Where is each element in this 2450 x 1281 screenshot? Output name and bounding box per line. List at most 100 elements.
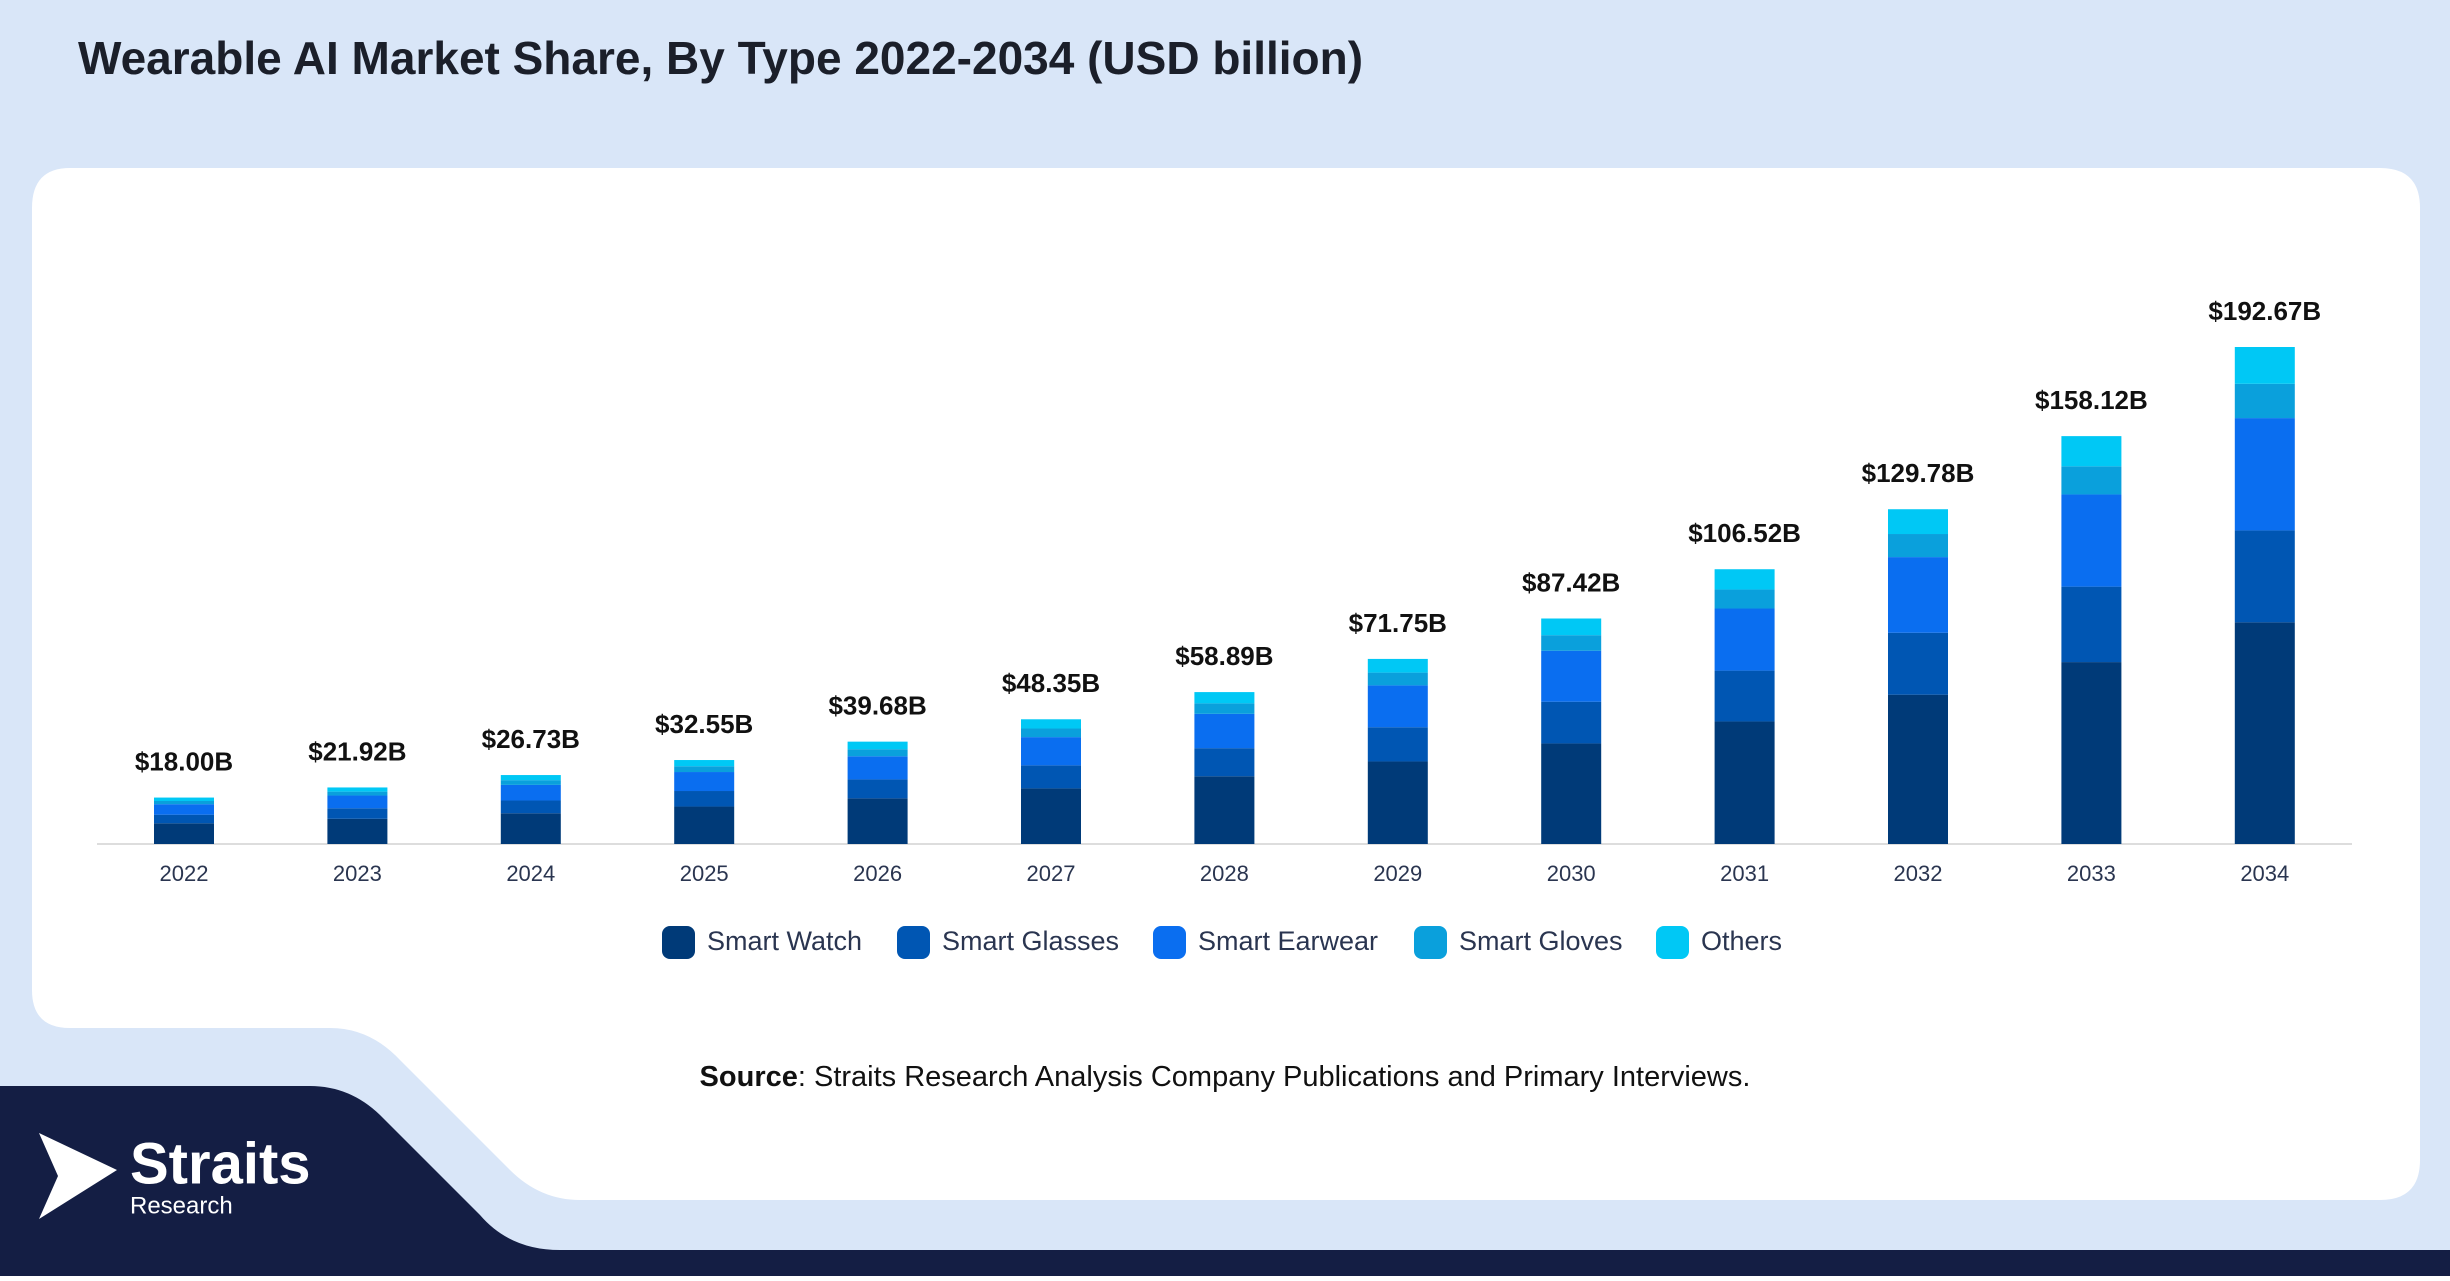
x-tick-label: 2027 bbox=[1027, 861, 1076, 886]
logo-name: Straits bbox=[130, 1131, 311, 1196]
bar-segment bbox=[1541, 618, 1602, 636]
bar-segment bbox=[674, 806, 735, 844]
bar-segment bbox=[2234, 530, 2295, 623]
bar-segment bbox=[327, 795, 388, 809]
bar-segment bbox=[2061, 586, 2122, 663]
bar-segment bbox=[1541, 635, 1602, 651]
bar-segment bbox=[847, 779, 908, 799]
bar-segment bbox=[154, 804, 214, 815]
bar-segment bbox=[674, 766, 735, 773]
bar-segment bbox=[2061, 466, 2122, 495]
bar-segment bbox=[1714, 589, 1775, 609]
bar-segment bbox=[1194, 703, 1255, 714]
logo-icon bbox=[39, 1133, 117, 1219]
x-tick-label: 2025 bbox=[680, 861, 729, 886]
bar-segment bbox=[1021, 788, 1081, 844]
bar-segment bbox=[1367, 672, 1428, 686]
x-tick-label: 2023 bbox=[333, 861, 382, 886]
x-tick-label: 2029 bbox=[1373, 861, 1422, 886]
bar-segment bbox=[1021, 728, 1081, 738]
bar-segment bbox=[674, 772, 735, 792]
bar-segment bbox=[154, 814, 214, 824]
bar-segment bbox=[154, 823, 214, 844]
bar-segment bbox=[1194, 713, 1255, 749]
bar-segment bbox=[1367, 727, 1428, 762]
total-label: $32.55B bbox=[655, 709, 753, 739]
total-label: $158.12B bbox=[2035, 385, 2148, 415]
bar-segment bbox=[327, 818, 388, 844]
bar-segment bbox=[2061, 436, 2122, 467]
legend-label: Smart Watch bbox=[707, 926, 862, 956]
bar-segment bbox=[2234, 383, 2295, 419]
bar-segment bbox=[847, 756, 908, 780]
legend-swatch bbox=[662, 926, 695, 959]
bar-segment bbox=[154, 800, 214, 805]
bar-segment bbox=[1021, 737, 1081, 766]
x-tick-label: 2024 bbox=[506, 861, 555, 886]
bar-segment bbox=[1888, 557, 1948, 633]
total-label: $21.92B bbox=[308, 736, 406, 766]
bar-segment bbox=[1714, 608, 1775, 671]
card bbox=[32, 168, 2420, 1200]
bar-segment bbox=[1714, 569, 1775, 590]
total-label: $48.35B bbox=[1002, 668, 1100, 698]
bar-segment bbox=[1714, 721, 1775, 844]
source-text: : Straits Research Analysis Company Publ… bbox=[798, 1061, 1751, 1093]
source: Source: Straits Research Analysis Compan… bbox=[700, 1061, 1751, 1093]
bar-segment bbox=[674, 791, 735, 807]
x-tick-label: 2034 bbox=[2240, 861, 2289, 886]
x-tick-label: 2030 bbox=[1547, 861, 1596, 886]
x-tick-label: 2031 bbox=[1720, 861, 1769, 886]
total-label: $106.52B bbox=[1688, 518, 1801, 548]
x-tick-label: 2033 bbox=[2067, 861, 2116, 886]
total-label: $87.42B bbox=[1522, 567, 1620, 597]
x-tick-label: 2032 bbox=[1894, 861, 1943, 886]
bar-segment bbox=[327, 808, 388, 819]
legend-swatch bbox=[1414, 926, 1447, 959]
legend-swatch bbox=[1153, 926, 1186, 959]
legend-label: Smart Glasses bbox=[942, 926, 1119, 956]
total-label: $71.75B bbox=[1349, 608, 1447, 638]
bar-segment bbox=[1888, 534, 1948, 558]
bar-segment bbox=[327, 787, 388, 792]
bar-segment bbox=[1541, 650, 1602, 702]
bar-segment bbox=[500, 780, 561, 785]
legend-swatch bbox=[897, 926, 930, 959]
legend-label: Others bbox=[1701, 926, 1782, 956]
x-tick-label: 2028 bbox=[1200, 861, 1249, 886]
footer-band bbox=[0, 1086, 2450, 1276]
bar-segment bbox=[2061, 662, 2122, 844]
total-label: $58.89B bbox=[1175, 641, 1273, 671]
bar-segment bbox=[500, 784, 561, 801]
bar-segment bbox=[1367, 761, 1428, 844]
bar-segment bbox=[500, 775, 561, 781]
legend-label: Smart Gloves bbox=[1459, 926, 1623, 956]
bar-segment bbox=[327, 791, 388, 796]
legend-label: Smart Earwear bbox=[1198, 926, 1378, 956]
x-tick-label: 2022 bbox=[160, 861, 209, 886]
bar-segment bbox=[1714, 670, 1775, 722]
bar-segment bbox=[500, 800, 561, 814]
source-label: Source bbox=[700, 1061, 798, 1093]
bar-segment bbox=[1021, 719, 1081, 729]
bar-segment bbox=[500, 813, 561, 844]
bar-segment bbox=[2234, 622, 2295, 844]
bar-segment bbox=[1541, 701, 1602, 744]
bar-segment bbox=[847, 798, 908, 844]
bar-segment bbox=[2061, 494, 2122, 587]
total-label: $39.68B bbox=[828, 691, 926, 721]
bar-segment bbox=[1888, 694, 1948, 844]
bar-segment bbox=[1541, 743, 1602, 844]
bar-segment bbox=[154, 797, 214, 801]
bar-segment bbox=[1888, 632, 1948, 695]
bar-segment bbox=[847, 749, 908, 757]
bar-segment bbox=[1194, 692, 1255, 704]
bar-segment bbox=[2234, 347, 2295, 384]
chart-title: Wearable AI Market Share, By Type 2022-2… bbox=[78, 32, 1363, 84]
bar-segment bbox=[674, 760, 735, 767]
bar-segment bbox=[2234, 418, 2295, 531]
total-label: $18.00B bbox=[135, 746, 233, 776]
bar-segment bbox=[1888, 509, 1948, 535]
